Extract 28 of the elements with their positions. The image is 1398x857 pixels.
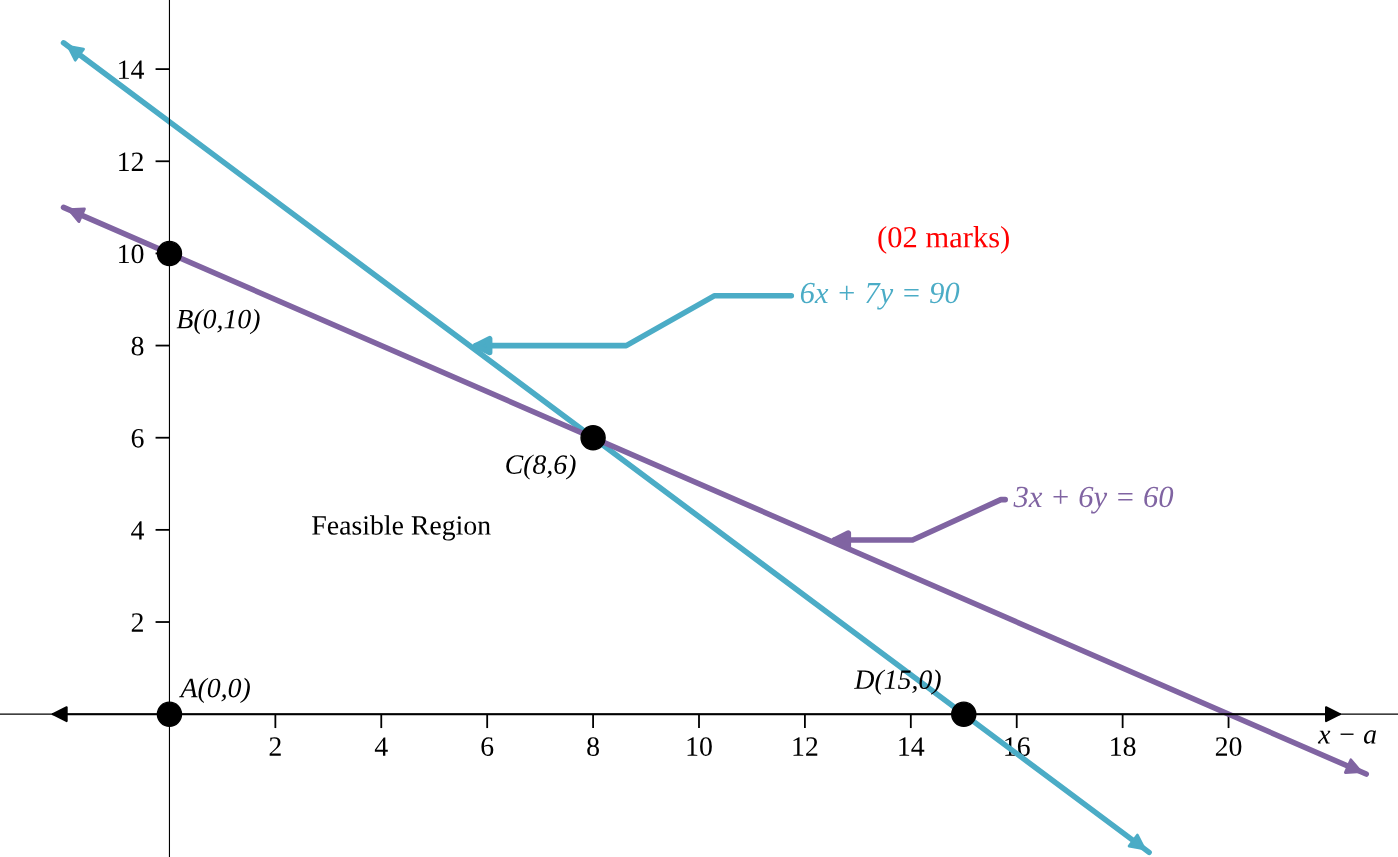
data-label: A(0,0) (179, 677, 250, 704)
point (951, 701, 977, 727)
y-tick-label: 2 (131, 613, 143, 632)
x-tick-label: 18 (1111, 737, 1136, 756)
data-label: B(0,10) (176, 308, 260, 335)
point (156, 701, 183, 727)
y-tick-label: 8 (131, 336, 144, 356)
point (156, 240, 183, 267)
x-tick-label: 6 (481, 737, 494, 756)
y-tick-label: 6 (131, 428, 144, 448)
data-label: C(8,6) (506, 454, 576, 480)
y-tick-label: 10 (119, 244, 144, 264)
x-tick-label: 12 (793, 737, 818, 756)
x-tick-label: 14 (899, 737, 925, 756)
x-tick-label: 2 (269, 737, 281, 756)
x-tick-label: 10 (687, 737, 712, 756)
y-tick-label: 4 (131, 521, 145, 540)
x-tick-label: 4 (374, 737, 388, 756)
annotation: (02 marks) (878, 226, 1009, 254)
x-tick-label: 20 (1215, 737, 1242, 756)
y-tick-label: 14 (119, 60, 145, 79)
annotation: Feasible Region (312, 515, 491, 541)
text: 6x + 7y = 90 (800, 282, 960, 310)
y-tick-label: 12 (119, 152, 143, 171)
point (580, 424, 606, 451)
x-axis-title: x − a (1317, 730, 1376, 744)
text: 3x + 6y = 60 (1013, 486, 1174, 514)
x-tick-label: 8 (587, 737, 599, 756)
